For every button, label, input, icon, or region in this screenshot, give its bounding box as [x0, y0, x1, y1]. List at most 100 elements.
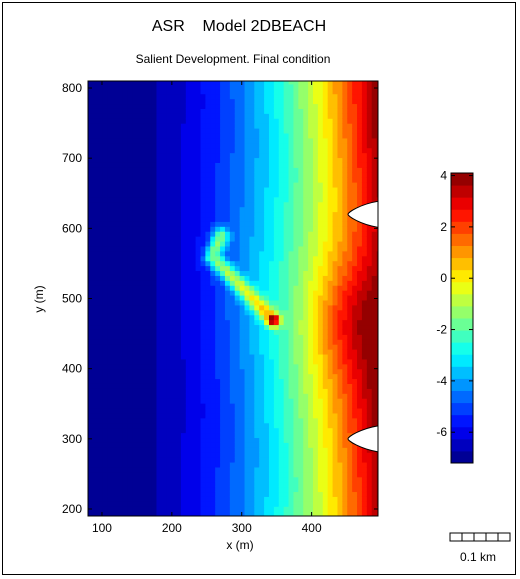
heat-cell [88, 442, 94, 448]
heat-cell [136, 496, 143, 502]
heat-cell [210, 314, 216, 321]
heat-cell [185, 157, 192, 163]
heat-cell [308, 314, 314, 321]
heat-cell [249, 231, 255, 237]
heat-cell [268, 319, 275, 326]
heat-cell [117, 285, 123, 291]
heat-cell [259, 329, 265, 335]
heat-cell [146, 353, 153, 360]
heat-cell [249, 216, 255, 222]
heat-cell [234, 83, 241, 90]
heat-cell [88, 280, 94, 286]
heat-cell [347, 506, 353, 512]
heat-cell [293, 334, 299, 340]
heat-cell [347, 206, 353, 213]
heat-cell [342, 128, 348, 134]
heat-cell [117, 83, 123, 90]
heat-cell [200, 476, 206, 483]
heat-cell [337, 88, 343, 95]
heat-cell [195, 98, 202, 105]
heat-cell [239, 245, 246, 252]
heat-cell [322, 191, 329, 198]
heat-cell [132, 226, 138, 232]
heat-cell [293, 113, 299, 119]
heat-cell [298, 186, 304, 193]
heat-cell [288, 103, 295, 109]
heat-cell [347, 412, 353, 419]
heat-cell [180, 422, 187, 429]
heat-cell [171, 255, 177, 262]
heat-cell [180, 304, 187, 311]
heat-cell [151, 118, 158, 124]
heat-cell [352, 260, 358, 267]
heat-cell [264, 368, 270, 375]
heat-cell [273, 147, 280, 154]
heat-cell [357, 290, 363, 296]
heat-cell [308, 334, 314, 340]
heat-cell [88, 162, 94, 168]
heat-cell [298, 398, 304, 404]
heat-cell [185, 442, 192, 448]
heat-cell [171, 349, 177, 355]
heat-cell [332, 103, 339, 109]
heat-cell [273, 358, 280, 365]
heat-cell [161, 432, 167, 439]
heat-cell [136, 506, 143, 512]
heat-cell [337, 128, 343, 134]
heat-cell [352, 128, 358, 134]
heat-cell [205, 457, 211, 463]
heat-cell [254, 422, 260, 429]
heat-cell [332, 245, 339, 252]
heat-cell [102, 358, 109, 365]
heat-cell [122, 314, 128, 321]
heat-cell [127, 186, 133, 193]
heat-cell [332, 167, 339, 173]
heat-cell [249, 403, 255, 409]
heat-cell [97, 270, 104, 276]
heat-cell [332, 231, 339, 237]
heat-cell [88, 422, 94, 429]
heat-cell [342, 255, 348, 262]
heat-cell [357, 471, 363, 478]
heat-cell [92, 422, 99, 429]
heat-cell [97, 442, 104, 448]
heat-cell [112, 157, 118, 163]
heat-cell [273, 486, 280, 493]
heat-cell [200, 368, 206, 375]
heat-cell [156, 191, 162, 198]
heat-cell [357, 501, 363, 507]
heat-cell [195, 255, 202, 262]
heat-cell [244, 108, 251, 114]
heat-cell [327, 128, 334, 134]
heat-cell [234, 270, 241, 276]
heat-cell [176, 182, 182, 188]
heat-cell [347, 123, 353, 129]
heat-cell [288, 211, 295, 218]
heat-cell [180, 319, 187, 326]
heat-cell [210, 167, 216, 173]
heat-cell [234, 422, 241, 429]
heat-cell [146, 481, 153, 488]
heat-cell [332, 501, 339, 507]
heat-cell [239, 304, 246, 311]
heat-cell [259, 285, 265, 291]
heat-cell [176, 280, 182, 286]
heat-cell [249, 285, 255, 291]
heat-cell [273, 304, 280, 311]
heat-cell [210, 447, 216, 453]
heat-cell [264, 201, 270, 208]
heat-cell [357, 344, 363, 350]
heat-cell [278, 329, 285, 335]
heat-cell [176, 349, 182, 355]
heat-cell [249, 128, 255, 134]
heat-cell [249, 324, 255, 330]
heat-cell [141, 447, 148, 453]
heat-cell [107, 270, 114, 276]
heat-cell [171, 457, 177, 463]
heat-cell [254, 236, 260, 242]
heat-cell [337, 363, 343, 370]
heat-cell [220, 393, 226, 399]
heat-cell [234, 403, 241, 409]
heat-cell [229, 452, 236, 458]
heat-cell [303, 447, 309, 453]
